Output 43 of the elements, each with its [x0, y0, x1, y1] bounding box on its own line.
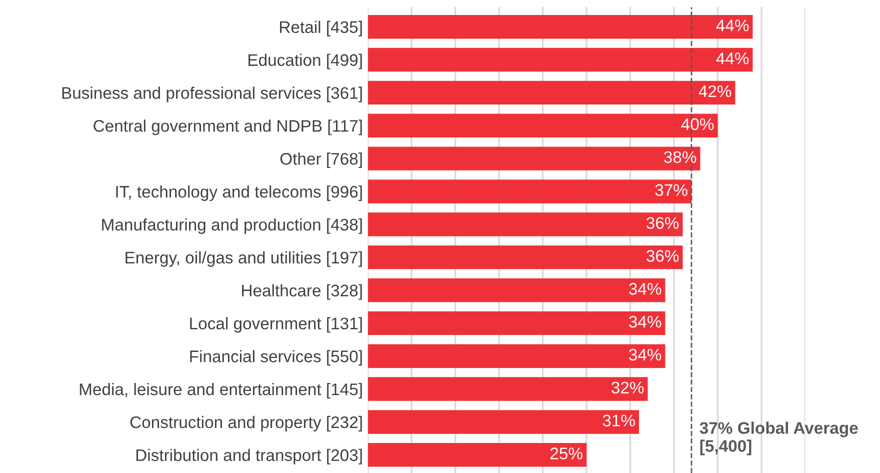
bar [368, 443, 587, 467]
data-label: 36% [646, 250, 679, 262]
data-label: 34% [629, 348, 662, 361]
y-tick-label: Healthcare [328] [242, 284, 362, 300]
y-tick-label: Financial services [550] [190, 350, 362, 366]
bar [368, 180, 692, 204]
y-tick-label: Energy, oil/gas and utilities [197] [126, 251, 362, 267]
bar [368, 278, 666, 302]
bar [368, 80, 736, 105]
y-tick-label: Construction and property [232] [130, 416, 362, 432]
data-label: 36% [646, 217, 679, 229]
y-tick-label: Business and professional services [361] [62, 86, 362, 102]
data-label: 34% [629, 316, 662, 328]
bar [368, 48, 753, 72]
data-label: 37% [655, 184, 688, 196]
bar [368, 14, 753, 39]
bar [368, 344, 666, 368]
y-tick-label: Education [499] [248, 54, 362, 70]
bar [368, 410, 640, 434]
y-tick-label: Retail [435] [280, 20, 362, 36]
y-tick-label: Central government and NDPB [117] [94, 120, 362, 136]
y-tick-label: Manufacturing and production [438] [102, 218, 362, 234]
bar [368, 212, 683, 236]
y-tick-label: Local government [131] [190, 317, 362, 333]
data-label: 32% [612, 382, 644, 394]
data-label: 42% [698, 85, 732, 98]
y-tick-label: IT, technology and telecoms [996] [116, 185, 362, 201]
bar [368, 146, 700, 170]
y-tick-label: Other [768] [280, 152, 362, 168]
data-label: 44% [716, 20, 749, 32]
bar [368, 114, 718, 138]
data-label: 44% [716, 52, 749, 64]
data-label: 34% [629, 282, 662, 295]
bar [368, 311, 666, 336]
bar [368, 245, 683, 270]
y-tick-label: Distribution and transport [203] [136, 448, 362, 464]
data-label: 31% [602, 414, 635, 426]
bar [368, 377, 648, 401]
ref-line-label: 37% Global Average [5,400] [700, 422, 858, 456]
y-tick-label: Media, leisure and entertainment [145] [80, 383, 362, 399]
data-label: 38% [664, 151, 696, 164]
data-label: 25% [550, 448, 582, 460]
data-label: 40% [681, 118, 714, 130]
